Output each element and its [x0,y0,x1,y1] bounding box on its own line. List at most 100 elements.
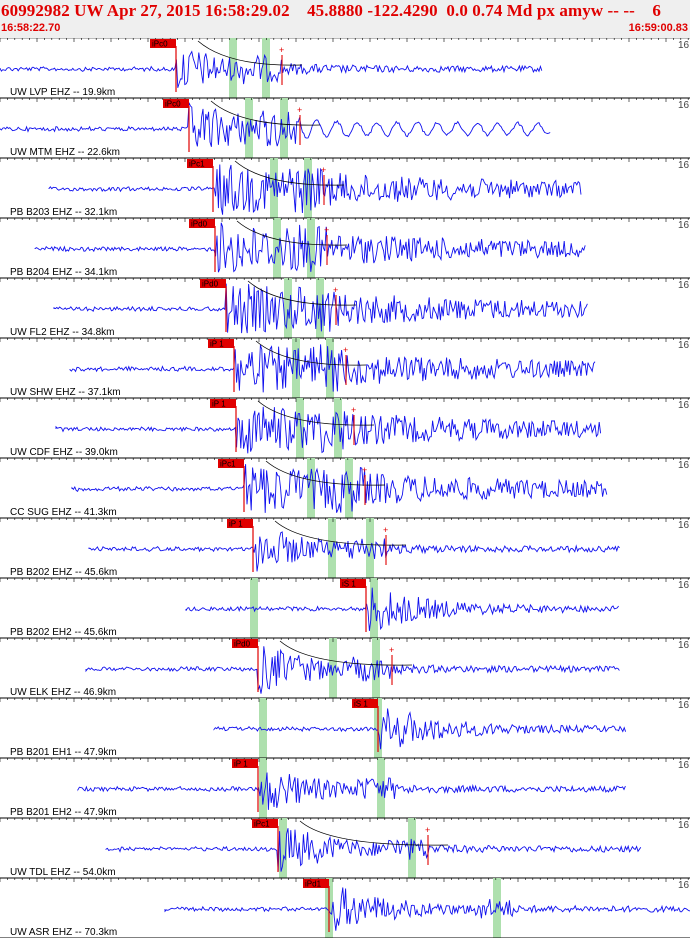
pick-label[interactable]: iPc0 [163,99,189,109]
pick-label[interactable]: iP 1 [232,759,258,769]
pick-label[interactable]: iPd0 [200,279,226,289]
pick-label-text: iP 1 [234,760,248,769]
pick-label[interactable]: iPd0 [189,219,215,229]
coda-curve [279,640,413,666]
pick-label-text: iS 1 [354,700,368,709]
waveform-trace [53,283,588,334]
pick-label[interactable]: iPd1 [303,879,329,889]
pick-label-text: iPd0 [234,640,251,649]
seismogram-panel[interactable]: iPc0 + UW LVP EHZ -- 19.9km 16 iPc0 + UW MTM E… [0,38,690,938]
scale-label: 16 [678,100,690,111]
scale-label: 16 [678,40,690,51]
phase-plus-marker: + [383,525,388,535]
station-row[interactable]: iS 1 PB B202 EH2 -- 45.6km 16 [0,578,690,639]
scale-label: 16 [678,340,690,351]
station-row[interactable]: iPc0 + UW MTM EHZ -- 22.6km 16 [0,98,690,159]
coda-curve [210,100,321,126]
phase-window [307,458,315,518]
station-row[interactable]: iPd1 UW ASR EHZ -- 70.3km 16 [0,878,690,938]
station-label: PB B204 EHZ -- 34.1km [10,267,117,278]
station-row[interactable]: iPd0 + UW FL2 EHZ -- 34.8km 16 [0,278,690,339]
event-header: 60992982 UW Apr 27, 2015 16:58:29.02 45.… [0,0,690,39]
phase-window [366,518,374,578]
waveform-trace [34,222,586,273]
station-label: PB B203 EHZ -- 32.1km [10,207,117,218]
pick-label-text: iPc0 [165,100,181,109]
scale-label: 16 [678,400,690,411]
station-label: UW LVP EHZ -- 19.9km [10,87,115,98]
coda-curve [265,460,386,486]
phase-plus-marker: + [425,825,430,835]
station-row[interactable]: iS 1 PB B201 EH1 -- 47.9km 16 [0,698,690,759]
scale-label: 16 [678,160,690,171]
phase-plus-marker: + [279,45,284,55]
pick-label-text: iPc0 [152,40,168,49]
coda-curve [234,160,345,186]
station-row[interactable]: iP 1 + UW SHW EHZ -- 37.1km 16 [0,338,690,399]
scale-label: 16 [678,460,690,471]
station-label: UW TDL EHZ -- 54.0km [10,867,116,878]
waveform-trace [69,344,596,393]
coda-curve [299,820,449,846]
pick-label-text: iPd0 [202,280,219,289]
pick-label[interactable]: iP 1 [210,399,236,409]
pick-label[interactable]: iS 1 [352,699,378,709]
pick-label[interactable]: iPc1 [218,459,244,469]
waveform-trace [48,164,582,215]
pick-label[interactable]: iPc0 [150,39,176,49]
pick-label[interactable]: iPc1 [187,159,213,169]
station-row[interactable]: iP 1 + PB B202 EHZ -- 45.6km 16 [0,518,690,579]
phase-plus-marker: + [343,345,348,355]
phase-window [334,398,342,458]
station-row[interactable]: iPc1 + PB B203 EHZ -- 32.1km 16 [0,158,690,219]
scale-label: 16 [678,880,690,891]
phase-window [304,158,312,218]
phase-plus-marker: + [324,225,329,235]
pick-label[interactable]: iS 1 [340,579,366,589]
pick-label-text: iPd0 [191,220,208,229]
pick-label[interactable]: iP 1 [227,519,253,529]
phase-window [245,98,253,158]
phase-plus-marker: + [321,165,326,175]
station-row[interactable]: iPc0 + UW LVP EHZ -- 19.9km 16 [0,38,690,99]
station-label: UW ELK EHZ -- 46.9km [10,687,116,698]
phase-plus-marker: + [333,285,338,295]
end-time: 16:59:00.83 [628,22,688,34]
pick-label-text: iP 1 [210,340,224,349]
pick-label[interactable]: iPd0 [232,639,258,649]
phase-window [259,698,267,758]
station-row[interactable]: iPd0 + PB B204 EHZ -- 34.1km 16 [0,218,690,279]
station-label: UW CDF EHZ -- 39.0km [10,447,118,458]
waveform-trace [71,464,608,513]
waveform-trace [85,646,620,694]
phase-window [229,38,237,98]
pick-label[interactable]: iP 1 [208,339,234,349]
station-label: UW MTM EHZ -- 22.6km [10,147,120,158]
station-label: CC SUG EHZ -- 41.3km [10,507,117,518]
scale-label: 16 [678,760,690,771]
waveform-trace [213,708,627,750]
station-label: UW ASR EHZ -- 70.3km [10,927,117,938]
station-label: UW SHW EHZ -- 37.1km [10,387,121,398]
coda-curve [247,280,357,306]
station-row[interactable]: iPc1 + CC SUG EHZ -- 41.3km 16 [0,458,690,519]
waveform-trace [55,406,602,454]
pick-label-text: iPc1 [189,160,205,169]
scale-label: 16 [678,820,690,831]
station-row[interactable]: iP 1 PB B201 EH2 -- 47.9km 16 [0,758,690,819]
station-label: PB B202 EH2 -- 45.6km [10,627,117,638]
waveform-trace [88,531,620,572]
phase-plus-marker: + [351,405,356,415]
pick-label-text: iPc1 [220,460,236,469]
station-row[interactable]: iPc1 + UW TDL EHZ -- 54.0km 16 [0,818,690,879]
phase-window [279,818,287,878]
station-row[interactable]: iPd0 + UW ELK EHZ -- 46.9km 16 [0,638,690,699]
phase-window [284,278,292,338]
pick-label-text: iS 1 [342,580,356,589]
scale-label: 16 [678,520,690,531]
phase-window [262,38,270,98]
station-row[interactable]: iP 1 + UW CDF EHZ -- 39.0km 16 [0,398,690,459]
pick-label[interactable]: iPc1 [252,819,278,829]
scale-label: 16 [678,580,690,591]
pick-label-text: iPc1 [254,820,270,829]
